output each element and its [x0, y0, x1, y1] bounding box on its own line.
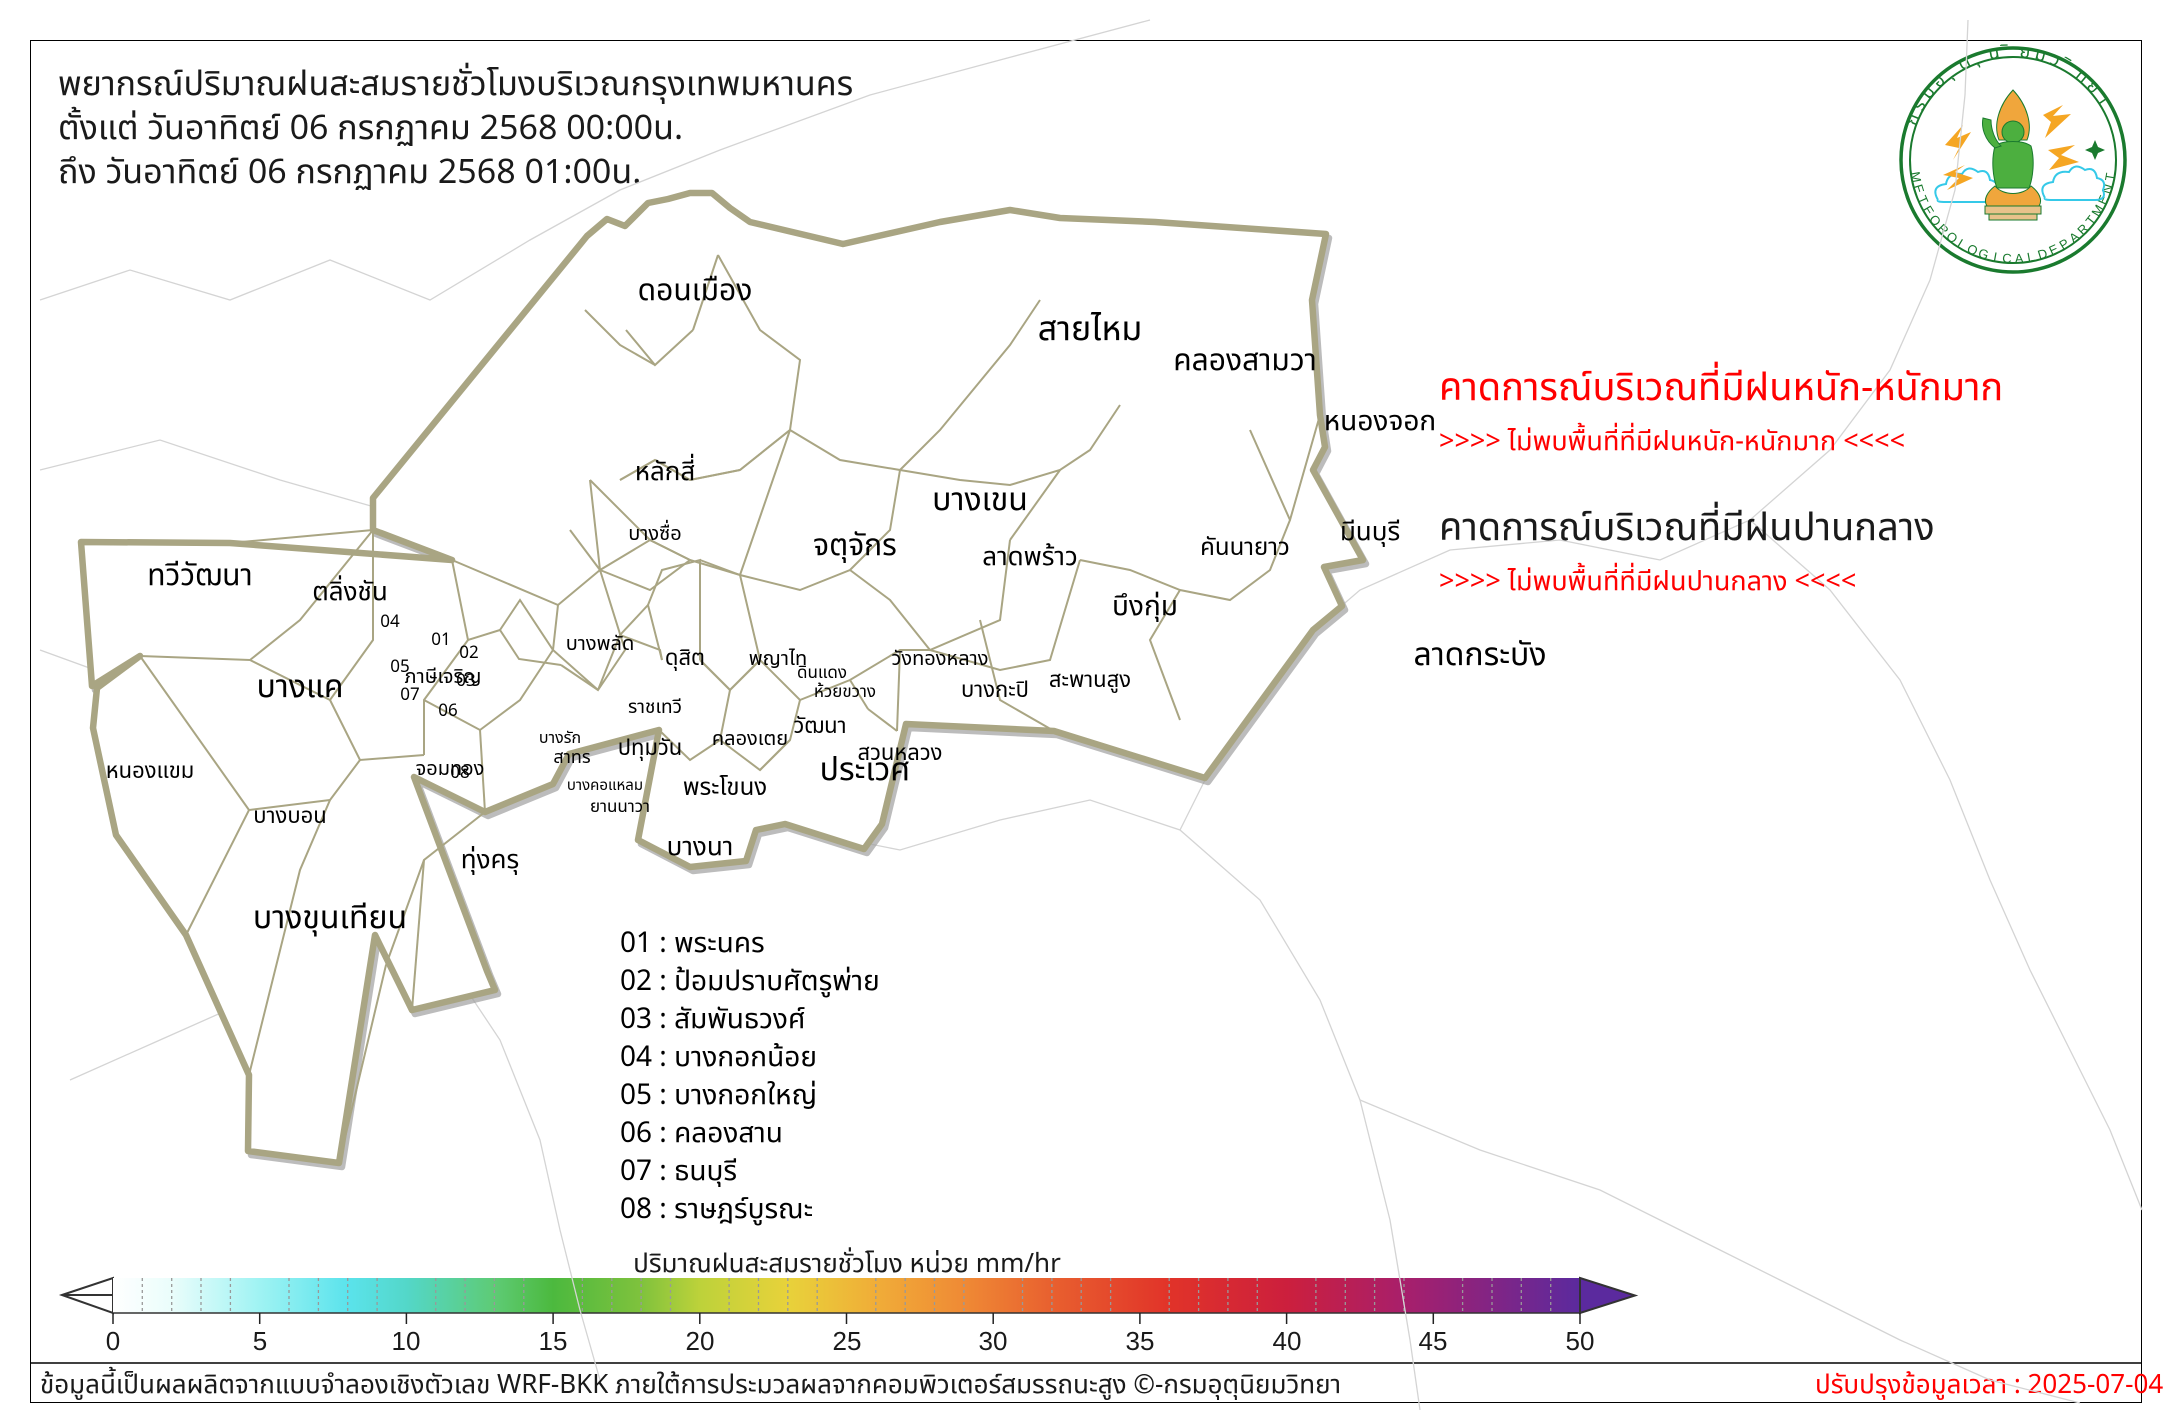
svg-text:05 : บางกอกใหญ่: 05 : บางกอกใหญ่ [620, 1074, 817, 1117]
svg-text:ลาดกระบัง: ลาดกระบัง [1413, 632, 1546, 680]
svg-text:คาดการณ์บริเวณที่มีฝนปานกลาง: คาดการณ์บริเวณที่มีฝนปานกลาง [1439, 501, 1935, 558]
svg-text:หนองแขม: หนองแขม [106, 755, 195, 788]
svg-text:07: 07 [400, 682, 419, 708]
svg-text:คันนายาว: คันนายาว [1200, 530, 1290, 566]
svg-text:สายไหม: สายไหม [1038, 305, 1143, 356]
svg-text:วัฒนา: วัฒนา [793, 710, 846, 743]
svg-text:10: 10 [392, 1326, 421, 1356]
svg-text:ห้วยขวาง: ห้วยขวาง [814, 679, 876, 705]
svg-text:บางเขน: บางเขน [932, 477, 1028, 525]
svg-text:ตลิ่งชัน: ตลิ่งชัน [312, 572, 388, 612]
svg-text:ประเวศ: ประเวศ [820, 747, 911, 795]
svg-text:บางซื่อ: บางซื่อ [628, 519, 682, 549]
svg-text:หลักสี่: หลักสี่ [635, 452, 696, 492]
svg-text:05: 05 [390, 654, 409, 680]
svg-text:>>>> ไม่พบพื้นที่ที่มีฝนหนัก-ห: >>>> ไม่พบพื้นที่ที่มีฝนหนัก-หนักมาก <<<… [1439, 422, 1905, 463]
svg-text:20: 20 [686, 1326, 715, 1356]
svg-text:บางกะปิ: บางกะปิ [961, 674, 1029, 707]
svg-text:ดุสิต: ดุสิต [665, 642, 705, 675]
svg-text:45: 45 [1419, 1326, 1448, 1356]
svg-text:ิ: ิ [1999, 43, 2008, 46]
svg-text:มีนบุรี: มีนบุรี [1340, 512, 1400, 552]
svg-text:บางขุนเทียน: บางขุนเทียน [253, 895, 407, 943]
svg-text:ปรับปรุงข้อมูลเวลา : 2025-07-0: ปรับปรุงข้อมูลเวลา : 2025-07-04 12Z [1815, 1365, 2172, 1405]
svg-text:07 : ธนบุรี: 07 : ธนบุรี [620, 1150, 737, 1193]
svg-text:03: 03 [456, 668, 475, 694]
svg-text:15: 15 [539, 1326, 568, 1356]
svg-text:ราชเทวี: ราชเทวี [628, 693, 682, 722]
svg-text:คลองเตย: คลองเตย [712, 724, 788, 754]
svg-text:06: 06 [438, 698, 457, 724]
svg-text:สาทร: สาทร [553, 745, 591, 772]
svg-text:25: 25 [833, 1326, 862, 1356]
svg-text:>>>> ไม่พบพื้นที่ที่มีฝนปานกลา: >>>> ไม่พบพื้นที่ที่มีฝนปานกลาง <<<< [1439, 562, 1856, 603]
svg-text:03 : สัมพันธวงศ์: 03 : สัมพันธวงศ์ [620, 998, 806, 1041]
svg-text:ปริมาณฝนสะสมรายชั่วโมง หน่วย m: ปริมาณฝนสะสมรายชั่วโมง หน่วย mm/hr [633, 1244, 1061, 1284]
svg-text:หนองจอก: หนองจอก [1324, 400, 1436, 443]
svg-text:08: 08 [450, 760, 469, 786]
svg-text:A: A [2014, 251, 2024, 267]
svg-text:บางนา: บางนา [667, 827, 734, 867]
svg-text:01 : พระนคร: 01 : พระนคร [620, 922, 765, 965]
svg-text:C: C [2002, 251, 2012, 267]
svg-text:06 : คลองสาน: 06 : คลองสาน [620, 1112, 783, 1155]
svg-text:คาดการณ์บริเวณที่มีฝนหนัก-หนัก: คาดการณ์บริเวณที่มีฝนหนัก-หนักมาก [1439, 361, 2003, 418]
svg-text:01: 01 [431, 627, 450, 653]
svg-text:ถึง วันอาทิตย์ 06 กรกฏาคม 2568: ถึง วันอาทิตย์ 06 กรกฏาคม 2568 01:00น. [58, 148, 641, 199]
svg-text:พระโขนง: พระโขนง [683, 770, 767, 806]
svg-text:สะพานสูง: สะพานสูง [1049, 664, 1131, 697]
svg-text:02: 02 [459, 640, 478, 666]
svg-text:5: 5 [253, 1326, 267, 1356]
svg-text:04 : บางกอกน้อย: 04 : บางกอกน้อย [620, 1036, 817, 1079]
svg-text:40: 40 [1273, 1326, 1302, 1356]
svg-text:จตุจักร: จตุจักร [813, 523, 897, 569]
svg-text:บางแค: บางแค [256, 664, 343, 712]
svg-text:ลาดพร้าว: ลาดพร้าว [982, 537, 1078, 577]
svg-text:02 : ป้อมปราบศัตรูพ่าย: 02 : ป้อมปราบศัตรูพ่าย [620, 960, 880, 1003]
svg-text:35: 35 [1126, 1326, 1155, 1356]
svg-text:วังทองหลาง: วังทองหลาง [892, 644, 989, 674]
svg-text:ดอนเมือง: ดอนเมือง [638, 268, 753, 314]
svg-text:50: 50 [1566, 1326, 1595, 1356]
svg-text:ยานนาวา: ยานนาวา [590, 794, 650, 820]
svg-text:ปทุมวัน: ปทุมวัน [618, 732, 683, 765]
svg-text:30: 30 [979, 1326, 1008, 1356]
svg-text:บางบอน: บางบอน [253, 800, 326, 833]
svg-text:บึงกุ่ม: บึงกุ่ม [1112, 585, 1178, 628]
svg-text:คลองสามวา: คลองสามวา [1173, 338, 1317, 384]
svg-text:0: 0 [106, 1326, 120, 1356]
svg-text:บางพลัด: บางพลัด [566, 629, 635, 659]
svg-text:ทวีวัฒนา: ทวีวัฒนา [147, 553, 252, 599]
svg-text:ทุ่งครุ: ทุ่งครุ [461, 840, 519, 880]
svg-text:ข้อมูลนี้เป็นผลผลิตจากแบบจำลอง: ข้อมูลนี้เป็นผลผลิตจากแบบจำลองเชิงตัวเลข… [40, 1365, 1341, 1405]
svg-text:04: 04 [380, 609, 400, 635]
svg-text:08 : ราษฎร์บูรณะ: 08 : ราษฎร์บูรณะ [620, 1188, 813, 1231]
